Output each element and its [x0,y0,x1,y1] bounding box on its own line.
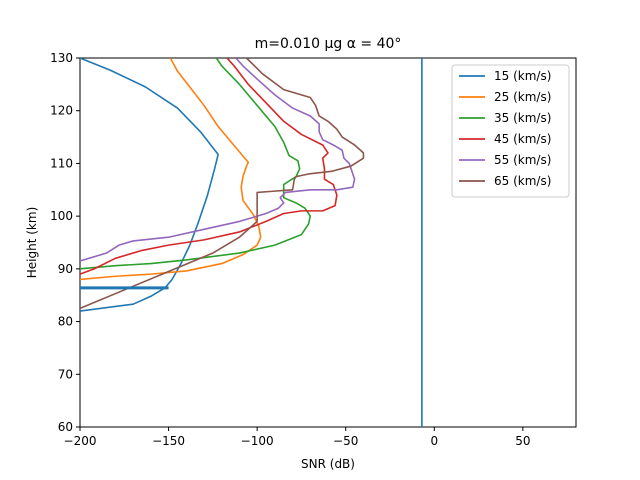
x-axis-label: SNR (dB) [301,457,355,471]
y-tick-label: 110 [50,156,73,170]
legend-box [451,64,570,198]
y-tick-label: 100 [50,209,73,223]
series-line-6 [80,58,365,310]
series-line-2 [80,58,262,281]
legend-label: 55 (km/s) [494,153,551,167]
series-line-3 [80,58,312,270]
legend-label: 35 (km/s) [494,111,551,125]
y-axis: 60 70 80 90 100 110 120 130 [50,51,80,434]
x-tick-label: −200 [64,434,97,448]
legend-label: 25 (km/s) [494,90,551,104]
legend-label: 65 (km/s) [494,174,551,188]
series-line-5 [80,58,356,262]
x-axis: −200 −150 −100 −50 0 50 [64,427,530,448]
legend-label: 45 (km/s) [494,132,551,146]
x-tick-label: 50 [515,434,530,448]
x-tick-label: 0 [430,434,438,448]
chart-title: m=0.010 μg α = 40° [255,36,402,52]
legend-label: 15 (km/s) [494,69,551,83]
y-tick-label: 120 [50,104,73,118]
plot-area [80,58,423,427]
y-tick-label: 80 [58,315,73,329]
y-tick-label: 60 [58,420,73,434]
plot-frame [79,57,577,428]
series-line-4 [80,58,338,275]
x-tick-label: −50 [333,434,358,448]
series-line-1 [80,58,219,312]
y-tick-label: 90 [58,262,73,276]
x-tick-label: −100 [241,434,274,448]
y-tick-label: 130 [50,51,73,65]
y-tick-label: 70 [58,367,73,381]
y-axis-label: Height (km) [25,207,39,278]
legend: 15 (km/s) 25 (km/s) 35 (km/s) 45 (km/s) 55 (… [451,64,570,198]
x-tick-label: −150 [152,434,185,448]
